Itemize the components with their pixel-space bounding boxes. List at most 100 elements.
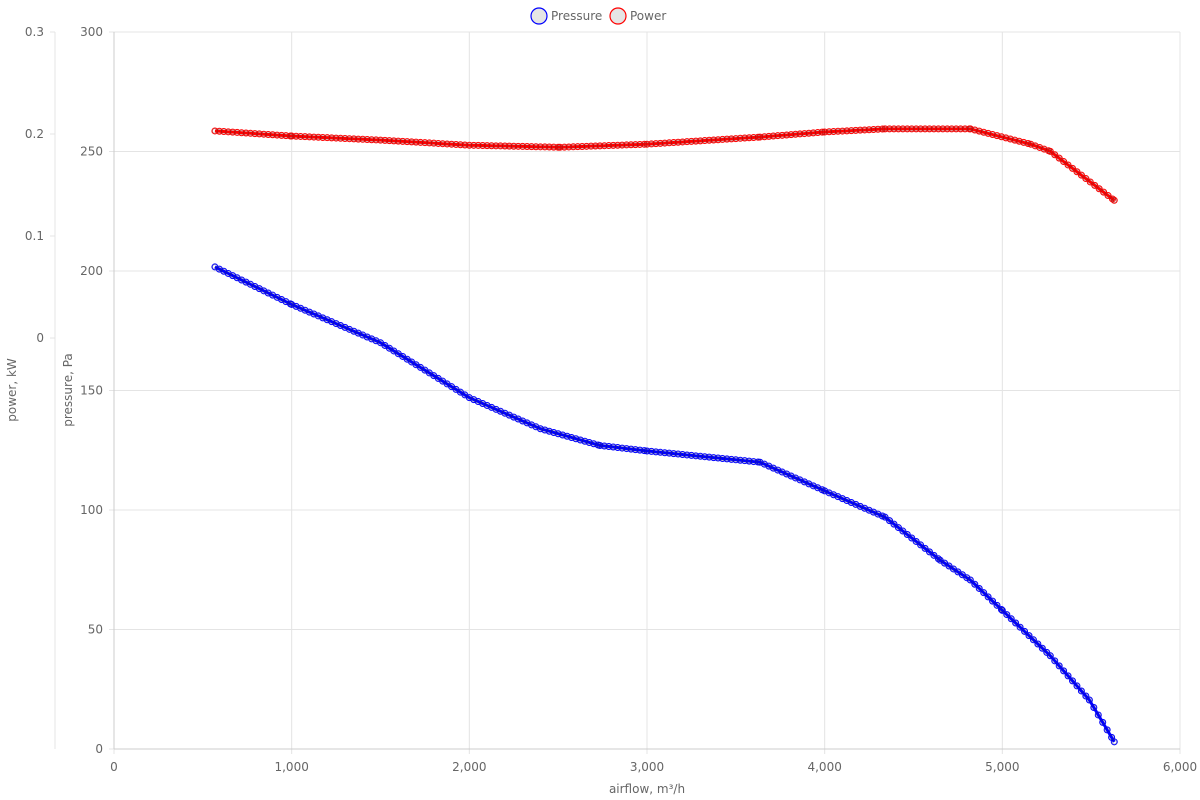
- pressure-point-outline: [595, 442, 601, 448]
- pressure-point-outline: [1078, 688, 1084, 694]
- power-point: [578, 142, 586, 150]
- pressure-point-outline: [480, 401, 486, 406]
- power-point: [292, 132, 300, 140]
- power-point: [647, 140, 655, 148]
- power-point: [560, 143, 568, 151]
- power-point: [448, 140, 456, 148]
- pressure-point-outline: [998, 607, 1004, 612]
- power-point: [328, 134, 336, 142]
- pressure-tick-label: 150: [80, 384, 103, 398]
- power-point-outline: [755, 134, 761, 140]
- power-point: [350, 135, 358, 143]
- power-point: [993, 132, 1001, 140]
- pressure-point-outline: [338, 323, 343, 328]
- power-point: [732, 135, 740, 143]
- pressure-point-outline: [810, 483, 816, 489]
- pressure-point: [679, 450, 687, 458]
- power-point: [878, 125, 886, 133]
- power-point: [760, 133, 768, 141]
- pressure-point: [1025, 632, 1033, 640]
- pressure-point: [692, 452, 700, 460]
- pressure-point-outline: [252, 284, 258, 289]
- pressure-point-outline: [435, 375, 441, 381]
- pressure-point-outline: [1030, 637, 1036, 643]
- power-point: [354, 135, 362, 143]
- power-point: [496, 142, 504, 150]
- pressure-point-outline: [320, 315, 326, 321]
- power-point: [1002, 134, 1010, 142]
- series-pressure: [211, 263, 1118, 746]
- pressure-point-outline: [289, 302, 295, 307]
- pressure-point-outline: [537, 426, 543, 432]
- pressure-point: [251, 282, 259, 290]
- pressure-point-outline: [1083, 693, 1089, 699]
- pressure-point-outline: [225, 271, 231, 276]
- power-point: [778, 131, 786, 139]
- pressure-point: [701, 453, 709, 461]
- power-point-outline: [1012, 137, 1018, 143]
- power-point: [674, 138, 682, 146]
- pressure-point-outline: [784, 471, 790, 477]
- pressure-point-outline: [230, 273, 236, 279]
- power-point: [957, 125, 965, 133]
- pressure-point-outline: [422, 367, 428, 373]
- pressure-point-outline: [333, 321, 339, 327]
- power-point: [569, 143, 577, 151]
- pressure-point-outline: [302, 307, 308, 313]
- power-point: [719, 135, 727, 143]
- power-point-outline: [1016, 138, 1022, 144]
- pressure-point-outline: [493, 406, 499, 412]
- power-point: [310, 133, 318, 141]
- x-tick-label: 5,000: [985, 760, 1019, 774]
- pressure-point-outline: [502, 410, 508, 416]
- pressure-point-outline: [346, 326, 352, 332]
- power-point-outline: [1074, 169, 1080, 175]
- power-point: [574, 143, 582, 151]
- pressure-point-outline: [839, 496, 845, 502]
- pressure-point: [1094, 711, 1102, 719]
- pressure-point-outline: [560, 432, 566, 438]
- power-point: [372, 136, 380, 144]
- pressure-point-outline: [972, 581, 978, 587]
- power-point: [980, 128, 988, 136]
- power-point: [305, 133, 313, 141]
- pressure-point: [631, 446, 639, 454]
- pressure-point-outline: [453, 386, 459, 392]
- pressure-point-outline: [274, 294, 280, 300]
- pressure-point-outline: [426, 370, 432, 376]
- x-tick-label: 4,000: [807, 760, 841, 774]
- power-point: [670, 139, 678, 147]
- pressure-point: [260, 287, 268, 295]
- pressure-point-outline: [1008, 616, 1014, 622]
- power-point: [643, 140, 651, 148]
- pressure-point: [984, 593, 992, 601]
- pressure-point-outline: [234, 275, 240, 281]
- pressure-point-outline: [1104, 727, 1110, 733]
- pressure-point: [605, 443, 613, 451]
- pressure-line: [214, 265, 1116, 743]
- pressure-point-outline: [1091, 705, 1097, 710]
- power-point: [921, 125, 929, 133]
- power-point-outline: [972, 127, 978, 133]
- power-point: [1060, 158, 1068, 166]
- power-point: [377, 136, 384, 144]
- power-point: [805, 129, 813, 137]
- pressure-point: [903, 531, 911, 539]
- legend-item-pressure[interactable]: Pressure: [530, 7, 602, 25]
- pressure-point: [554, 430, 562, 438]
- pressure-point-outline: [844, 498, 850, 503]
- power-point: [314, 133, 322, 141]
- power-point: [975, 127, 983, 135]
- legend-item-power[interactable]: Power: [609, 7, 666, 25]
- pressure-point: [971, 580, 979, 588]
- pressure-point-outline: [484, 402, 490, 408]
- power-point: [220, 128, 228, 136]
- pressure-point: [1034, 640, 1042, 648]
- power-point: [474, 141, 482, 149]
- power-point-outline: [1021, 139, 1027, 145]
- power-point: [661, 139, 669, 147]
- power-point: [430, 139, 438, 147]
- power-point: [264, 130, 272, 138]
- pressure-point-outline: [564, 433, 570, 439]
- power-point: [536, 143, 544, 151]
